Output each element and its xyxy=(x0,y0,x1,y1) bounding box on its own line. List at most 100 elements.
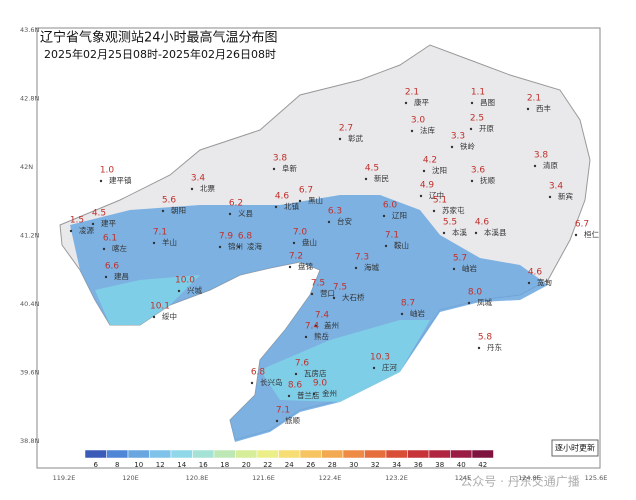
station-value: 7.5 xyxy=(311,279,325,289)
station-dot xyxy=(152,315,156,319)
station-value: 2.1 xyxy=(527,94,541,104)
station-dot xyxy=(177,289,181,293)
station-value: 10.3 xyxy=(370,353,390,363)
station-dot xyxy=(410,129,414,133)
station-value: 5.7 xyxy=(453,254,467,264)
colorbar-label: 28 xyxy=(328,461,337,469)
station-value: 3.4 xyxy=(549,182,564,192)
station-name: 盘山 xyxy=(302,237,317,247)
station-name: 辽中 xyxy=(429,190,444,200)
station-name: 金州 xyxy=(322,388,337,398)
station-name: 沈阳 xyxy=(432,165,447,175)
station-dot xyxy=(384,244,388,248)
station-name: 普兰店 xyxy=(297,390,320,400)
lon-label: 124E xyxy=(455,474,472,482)
station-value: 3.3 xyxy=(451,132,465,142)
station-dot xyxy=(474,231,478,235)
colorbar-label: 32 xyxy=(371,461,380,469)
colorbar-cell xyxy=(256,449,279,459)
station-value: 7.1 xyxy=(153,228,167,238)
colorbar-cell xyxy=(364,449,387,459)
station-value: 2.1 xyxy=(405,88,419,98)
station-value: 4.6 xyxy=(528,268,543,278)
station-dot xyxy=(310,292,314,296)
station-value: 6.3 xyxy=(328,207,342,217)
station-dot xyxy=(470,179,474,183)
station-value: 7.5 xyxy=(333,283,347,293)
station-dot xyxy=(477,346,481,350)
colorbar-cell xyxy=(235,449,258,459)
colorbar-cell xyxy=(321,449,344,459)
station-dot xyxy=(190,187,194,191)
station-dot xyxy=(526,107,530,111)
station-name: 庄河 xyxy=(382,362,397,372)
colorbar-label: 34 xyxy=(392,461,401,469)
station-name: 清原 xyxy=(543,160,558,170)
colorbar-cell xyxy=(407,449,430,459)
station-value: 7.4 xyxy=(305,322,320,332)
station-dot xyxy=(304,335,308,339)
colorbar-cell xyxy=(170,449,193,459)
station-name: 熊岳 xyxy=(314,331,329,341)
station-value: 5.6 xyxy=(162,196,177,206)
station-dot xyxy=(104,275,108,279)
lon-label: 120E xyxy=(122,474,139,482)
station-name: 北票 xyxy=(200,184,215,193)
station-dot xyxy=(533,164,537,168)
station-dot xyxy=(452,267,456,271)
station-name: 大石桥 xyxy=(342,292,365,302)
colorbar-label: 16 xyxy=(199,461,208,469)
station-value: 7.3 xyxy=(355,253,369,263)
station-dot xyxy=(228,212,232,216)
station-dot xyxy=(400,312,404,316)
subtitle: 2025年02月25日08时-2025年02月26日08时 xyxy=(44,47,276,61)
station-name: 朝阳 xyxy=(171,206,186,215)
station-dot xyxy=(152,241,156,245)
station-name: 彰武 xyxy=(348,133,363,143)
station-dot xyxy=(275,419,279,423)
station-name: 盖州 xyxy=(324,320,339,330)
station-value: 2.5 xyxy=(470,114,484,124)
station-value: 1.0 xyxy=(100,166,115,176)
station-value: 6.7 xyxy=(299,186,313,196)
station-name: 岫岩 xyxy=(410,308,425,318)
station-value: 4.5 xyxy=(92,209,106,219)
station-name: 丹东 xyxy=(487,342,502,352)
colorbar-cell xyxy=(84,449,107,459)
station-name: 羊山 xyxy=(162,237,177,247)
colorbar-label: 38 xyxy=(435,461,444,469)
station-value: 1.5 xyxy=(70,216,84,226)
station-value: 8.0 xyxy=(468,288,483,298)
station-dot xyxy=(250,381,254,385)
station-dot xyxy=(332,296,336,300)
station-dot xyxy=(237,245,241,249)
station-value: 4.5 xyxy=(365,164,379,174)
station-name: 绥中 xyxy=(162,311,177,321)
colorbar-label: 36 xyxy=(414,461,423,469)
watermark: 公众号 · 丹东交通广播 xyxy=(460,474,579,489)
station-dot xyxy=(467,301,471,305)
station-name: 辽阳 xyxy=(392,211,407,220)
station-value: 3.8 xyxy=(273,154,288,164)
station-dot xyxy=(354,266,358,270)
station-name: 苏家屯 xyxy=(442,205,465,215)
station-value: 2.7 xyxy=(339,124,353,134)
station-dot xyxy=(272,167,276,171)
station-dot xyxy=(338,137,342,141)
colorbar-cell xyxy=(450,449,473,459)
warmer-area xyxy=(95,275,430,402)
lon-label: 121.6E xyxy=(252,474,275,482)
station-name: 法库 xyxy=(420,125,435,135)
station-value: 3.6 xyxy=(471,166,486,176)
station-value: 5.5 xyxy=(443,218,457,228)
station-dot xyxy=(298,199,302,203)
colorbar-cell xyxy=(213,449,236,459)
colorbar-label: 42 xyxy=(478,461,487,469)
station-dot xyxy=(548,195,552,199)
station-name: 抚顺 xyxy=(480,175,495,185)
colorbar-cell xyxy=(428,449,451,459)
colorbar-label: 18 xyxy=(220,461,229,469)
station-name: 义县 xyxy=(238,209,253,218)
station-value: 3.4 xyxy=(191,174,206,184)
station-dot xyxy=(450,145,454,149)
